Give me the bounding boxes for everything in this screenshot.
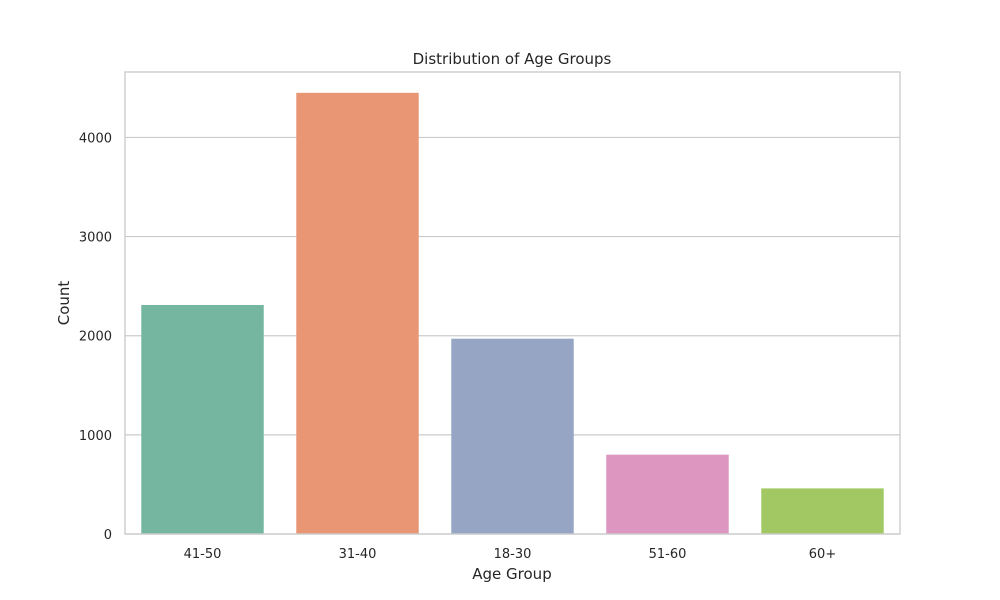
bar-31-40 [296, 92, 419, 535]
bars [141, 92, 884, 535]
x-tick-labels: 41-50 31-40 18-30 51-60 60+ [184, 547, 837, 562]
plot-frame [124, 71, 901, 535]
y-tick-label: 2000 [79, 330, 112, 345]
bar-18-30 [451, 338, 574, 534]
y-tick-label: 1000 [79, 429, 112, 444]
x-tick-label: 18-30 [494, 547, 532, 562]
x-tick-label: 31-40 [339, 547, 377, 562]
y-tick-label: 4000 [79, 131, 112, 146]
x-axis-label: Age Group [472, 565, 551, 583]
x-tick-label: 41-50 [184, 547, 222, 562]
y-tick-labels: 0 1000 2000 3000 4000 [79, 131, 112, 543]
y-axis-label: Count [55, 281, 73, 326]
x-tick-label: 60+ [809, 547, 836, 562]
bar-51-60 [606, 454, 729, 534]
bar-60+ [761, 488, 884, 534]
x-tick-label: 51-60 [649, 547, 687, 562]
y-tick-label: 0 [104, 528, 112, 543]
chart-title: Distribution of Age Groups [413, 50, 612, 68]
y-tick-label: 3000 [79, 231, 112, 246]
bar-41-50 [141, 304, 264, 534]
